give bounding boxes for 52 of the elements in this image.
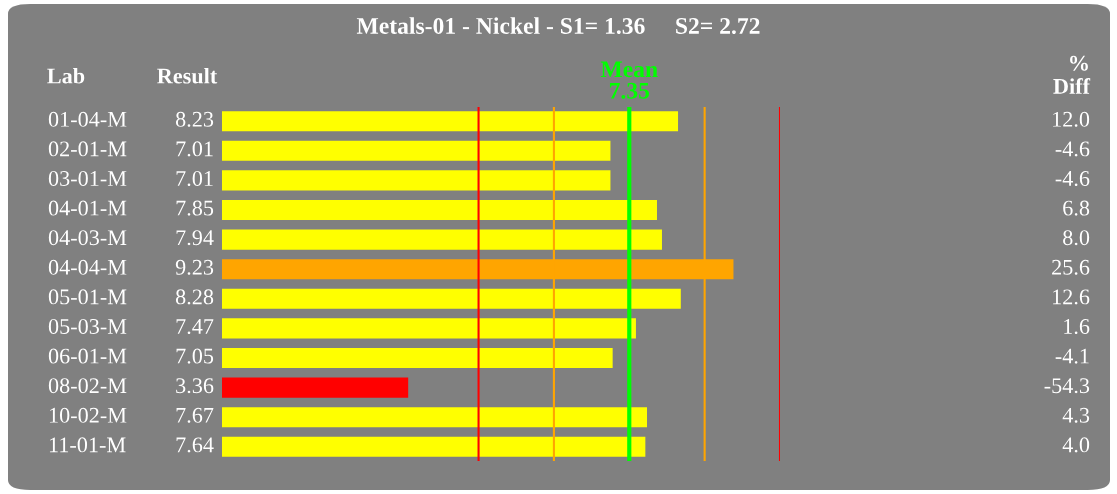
text: % Diff [1053, 55, 1091, 94]
chart-title: Metals-01 - Nickel - S1= 1.36 S2= 2.72 [356, 17, 760, 35]
text: 25.6 [1052, 259, 1090, 275]
bar [222, 111, 679, 132]
y-tick-label: 05-01-M [48, 289, 127, 305]
text: 1.6 [1064, 319, 1090, 335]
text: -4.6 [1055, 171, 1090, 187]
y-tick-label: 11-01-M [49, 437, 126, 453]
y-tick-label: 04-04-M [48, 259, 127, 275]
data-label: 9.23 [175, 259, 214, 275]
bar [222, 436, 646, 457]
text: 8.0 [1063, 230, 1090, 246]
data-label: 7.05 [176, 348, 214, 364]
y-tick-label: 08-02-M [48, 378, 127, 394]
text: -4.1 [1055, 348, 1089, 364]
bar [222, 199, 657, 221]
text: 12.0 [1053, 111, 1090, 127]
text: 6.8 [1063, 200, 1090, 216]
bar [222, 318, 636, 339]
data-label: 7.67 [176, 407, 214, 423]
data-label: 8.23 [175, 111, 214, 127]
y-tick-label: 02-01-M [48, 141, 127, 157]
text: -54.3 [1044, 378, 1090, 394]
bar [222, 140, 611, 161]
bar [222, 229, 662, 250]
y-axis-title: Lab [47, 67, 85, 84]
data-label: 8.28 [175, 289, 214, 305]
text: 4.3 [1062, 407, 1090, 423]
data-label: 7.47 [176, 319, 214, 335]
bar [222, 288, 681, 309]
data-label: 7.85 [176, 200, 214, 216]
text: -4.6 [1055, 141, 1090, 157]
bar [222, 170, 611, 191]
y-tick-label: 04-01-M [48, 200, 127, 216]
data-label: 7.01 [176, 141, 213, 157]
bar [222, 407, 648, 428]
text: 4.0 [1062, 437, 1090, 453]
y-tick-label: 03-01-M [48, 170, 127, 186]
data-label: 3.36 [176, 378, 214, 394]
x-axis-title: Result [157, 67, 218, 84]
y-tick-label: 04-03-M [48, 230, 127, 246]
data-label: 7.64 [176, 437, 214, 453]
text: 12.6 [1053, 289, 1090, 305]
y-tick-label: 10-02-M [49, 407, 127, 423]
y-tick-label: 06-01-M [48, 348, 127, 364]
bar [222, 347, 613, 369]
y-tick-label: 05-03-M [48, 318, 127, 334]
ref-line-label: Mean 7.35 [600, 61, 658, 99]
bar [222, 377, 409, 398]
data-label: 7.94 [176, 230, 214, 246]
data-label: 7.01 [176, 170, 213, 187]
y-tick-label: 01-04-M [48, 111, 127, 127]
